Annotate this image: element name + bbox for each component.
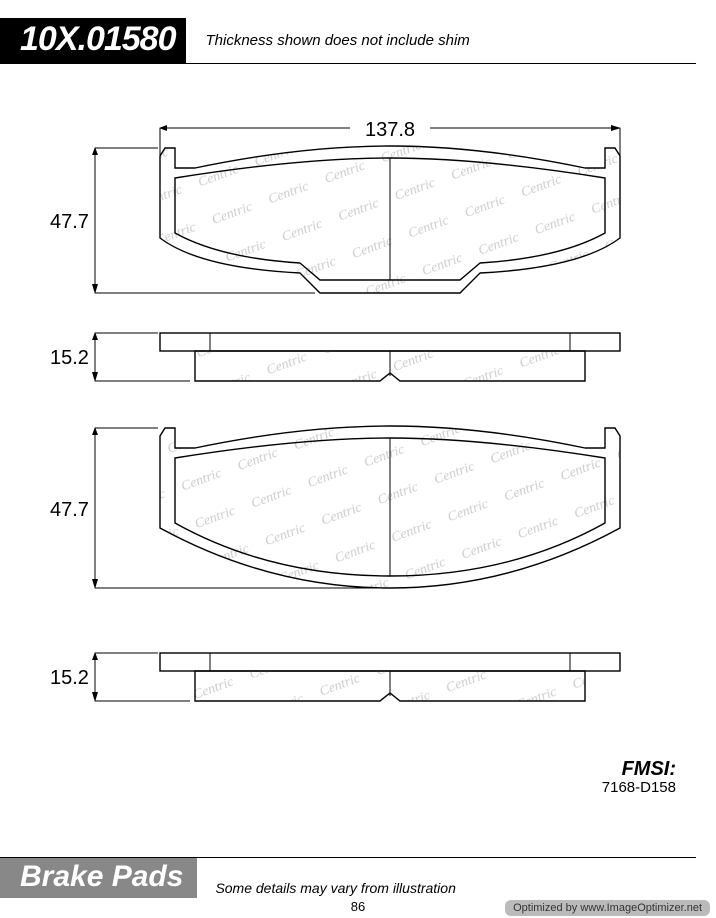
pad-2-face bbox=[160, 426, 620, 588]
optimizer-badge: Optimized by www.ImageOptimizer.net bbox=[505, 900, 710, 916]
header-note: Thickness shown does not include shim bbox=[186, 32, 470, 49]
footer: Brake Pads Some details may vary from il… bbox=[0, 857, 696, 898]
brake-pad-diagram: Centric 137.8 47.7 15.2 bbox=[40, 98, 680, 798]
pad-1-face bbox=[160, 146, 620, 293]
page-number: 86 bbox=[351, 899, 365, 914]
width-dim-value: 137.8 bbox=[365, 119, 415, 141]
footer-title: Brake Pads bbox=[0, 858, 197, 898]
part-number: 10X.01580 bbox=[0, 18, 186, 63]
fmsi-block: FMSI: 7168-D158 bbox=[602, 758, 676, 796]
fmsi-label: FMSI: bbox=[602, 758, 676, 781]
thickness-dim-2-value: 15.2 bbox=[50, 667, 89, 689]
height-dim-2-value: 47.7 bbox=[50, 499, 89, 521]
pad-1-side bbox=[160, 333, 620, 381]
pad-2-side bbox=[160, 653, 620, 701]
fmsi-code: 7168-D158 bbox=[602, 779, 676, 796]
height-dim-1-value: 47.7 bbox=[50, 211, 89, 233]
thickness-dim-1-value: 15.2 bbox=[50, 347, 89, 369]
header: 10X.01580 Thickness shown does not inclu… bbox=[0, 18, 696, 64]
footer-note: Some details may vary from illustration bbox=[197, 880, 696, 898]
